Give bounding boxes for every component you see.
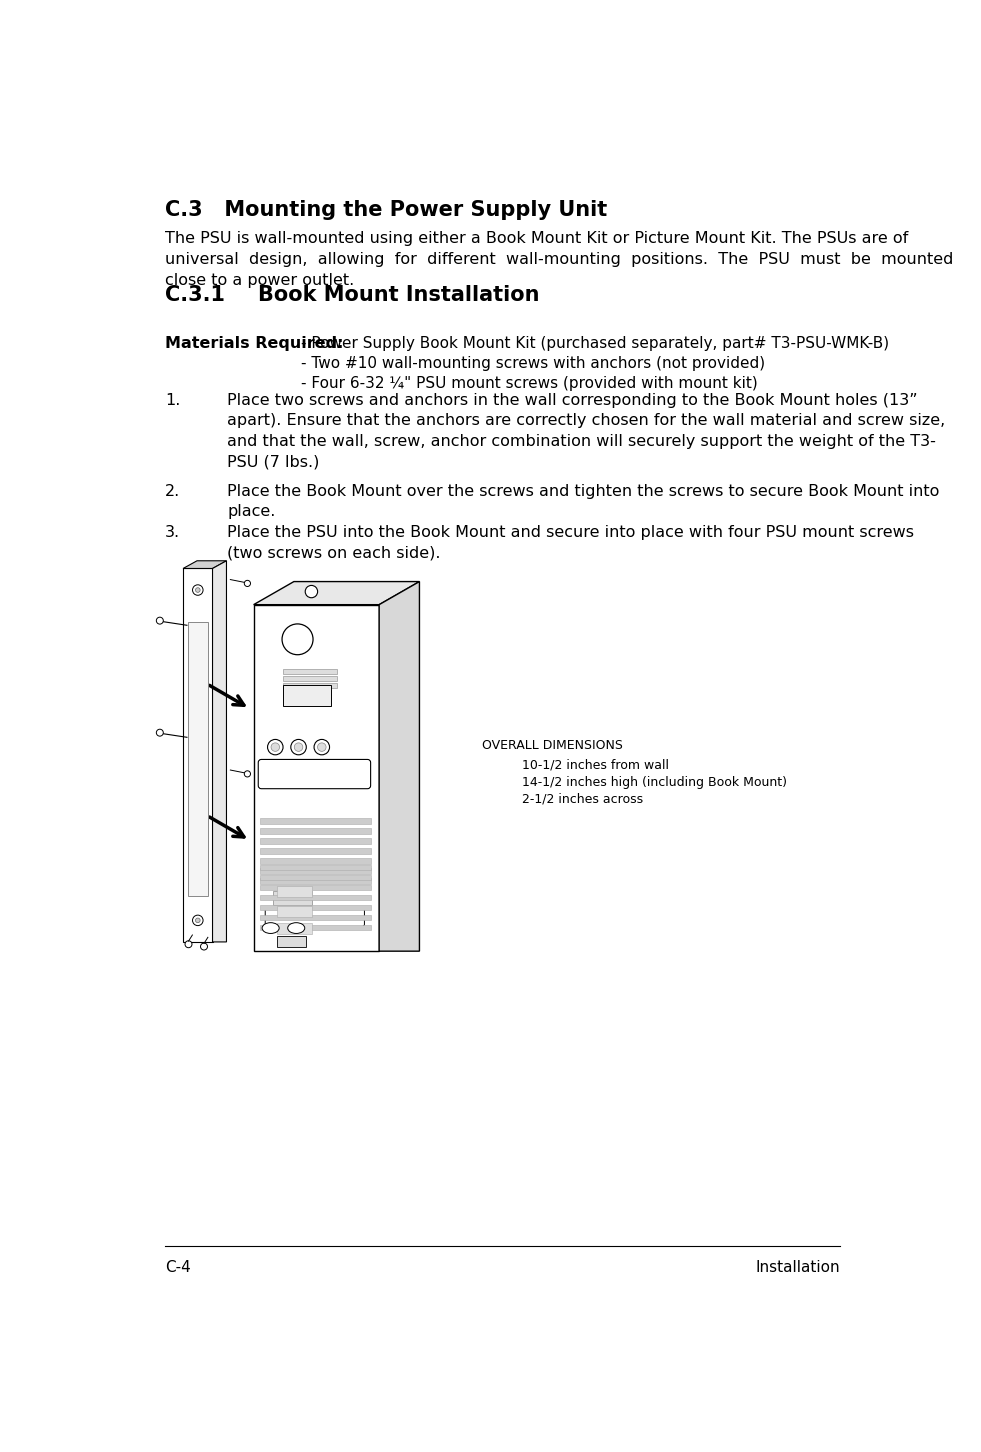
- Bar: [260, 878, 372, 884]
- Text: 14-1/2 inches high (including Book Mount): 14-1/2 inches high (including Book Mount…: [522, 775, 787, 788]
- Circle shape: [200, 944, 208, 950]
- Text: (two screws on each side).: (two screws on each side).: [228, 546, 440, 560]
- Bar: [260, 894, 372, 900]
- Bar: [277, 935, 306, 947]
- Text: place.: place.: [228, 504, 276, 520]
- Bar: [260, 864, 372, 870]
- Text: C-4: C-4: [165, 1260, 191, 1275]
- Text: apart). Ensure that the anchors are correctly chosen for the wall material and s: apart). Ensure that the anchors are corr…: [228, 414, 946, 428]
- Bar: [284, 684, 337, 688]
- Circle shape: [268, 739, 284, 755]
- Text: 3.: 3.: [165, 526, 181, 540]
- Bar: [183, 569, 213, 942]
- Text: - Power Supply Book Mount Kit (purchased separately, part# T3-PSU-WMK-B): - Power Supply Book Mount Kit (purchased…: [301, 335, 889, 351]
- Text: universal  design,  allowing  for  different  wall-mounting  positions.  The  PS: universal design, allowing for different…: [165, 253, 954, 267]
- Text: 10-1/2 inches from wall: 10-1/2 inches from wall: [522, 758, 669, 771]
- Circle shape: [314, 739, 330, 755]
- Polygon shape: [379, 582, 420, 951]
- Circle shape: [271, 743, 280, 751]
- Text: Place the Book Mount over the screws and tighten the screws to secure Book Mount: Place the Book Mount over the screws and…: [228, 484, 940, 499]
- Text: - Four 6-32 ¼" PSU mount screws (provided with mount kit): - Four 6-32 ¼" PSU mount screws (provide…: [301, 376, 757, 391]
- Bar: [260, 848, 372, 854]
- Text: 1.: 1.: [165, 393, 181, 408]
- Text: 2.: 2.: [165, 484, 181, 499]
- Bar: [277, 906, 312, 916]
- Circle shape: [318, 743, 326, 751]
- Text: OVERALL DIMENSIONS: OVERALL DIMENSIONS: [483, 739, 623, 752]
- Text: PSU (7 lbs.): PSU (7 lbs.): [228, 454, 320, 469]
- Bar: [284, 685, 332, 706]
- Circle shape: [195, 918, 200, 922]
- Ellipse shape: [262, 922, 280, 934]
- Text: Installation: Installation: [755, 1260, 841, 1275]
- Bar: [260, 915, 372, 921]
- Ellipse shape: [287, 922, 305, 934]
- Text: - Two #10 wall-mounting screws with anchors (not provided): - Two #10 wall-mounting screws with anch…: [301, 356, 765, 370]
- Text: and that the wall, screw, anchor combination will securely support the weight of: and that the wall, screw, anchor combina…: [228, 434, 936, 449]
- Text: C.3   Mounting the Power Supply Unit: C.3 Mounting the Power Supply Unit: [165, 200, 607, 221]
- Circle shape: [283, 624, 313, 655]
- Bar: [260, 828, 372, 833]
- Text: Book Mount Installation: Book Mount Installation: [258, 285, 540, 305]
- Text: 2-1/2 inches across: 2-1/2 inches across: [522, 793, 643, 806]
- Circle shape: [156, 617, 163, 624]
- Circle shape: [192, 915, 203, 925]
- Polygon shape: [213, 560, 227, 942]
- Bar: [260, 905, 372, 910]
- Bar: [284, 669, 337, 674]
- Bar: [260, 925, 372, 931]
- Bar: [260, 819, 372, 825]
- Bar: [284, 677, 337, 681]
- Bar: [260, 838, 372, 844]
- Bar: [260, 858, 372, 864]
- Text: Place the PSU into the Book Mount and secure into place with four PSU mount scre: Place the PSU into the Book Mount and se…: [228, 526, 914, 540]
- Circle shape: [195, 588, 200, 592]
- Circle shape: [244, 581, 250, 587]
- Circle shape: [290, 739, 306, 755]
- Text: The PSU is wall-mounted using either a Book Mount Kit or Picture Mount Kit. The : The PSU is wall-mounted using either a B…: [165, 231, 908, 247]
- Bar: [187, 623, 208, 896]
- Circle shape: [294, 743, 303, 751]
- Text: Place two screws and anchors in the wall corresponding to the Book Mount holes (: Place two screws and anchors in the wall…: [228, 393, 918, 408]
- Bar: [260, 874, 372, 880]
- Circle shape: [305, 585, 318, 598]
- Circle shape: [185, 941, 192, 948]
- Text: C.3.1: C.3.1: [165, 285, 226, 305]
- Polygon shape: [254, 582, 420, 604]
- Circle shape: [156, 729, 163, 736]
- Circle shape: [192, 585, 203, 595]
- Bar: [277, 887, 312, 897]
- Polygon shape: [183, 560, 227, 569]
- Bar: [254, 604, 379, 951]
- FancyBboxPatch shape: [258, 759, 371, 788]
- Bar: [260, 884, 372, 890]
- FancyBboxPatch shape: [265, 908, 364, 926]
- Text: close to a power outlet.: close to a power outlet.: [165, 273, 354, 287]
- Bar: [273, 892, 312, 905]
- Bar: [277, 923, 312, 934]
- Bar: [260, 868, 372, 874]
- Circle shape: [244, 771, 250, 777]
- Text: Materials Required:: Materials Required:: [165, 335, 343, 351]
